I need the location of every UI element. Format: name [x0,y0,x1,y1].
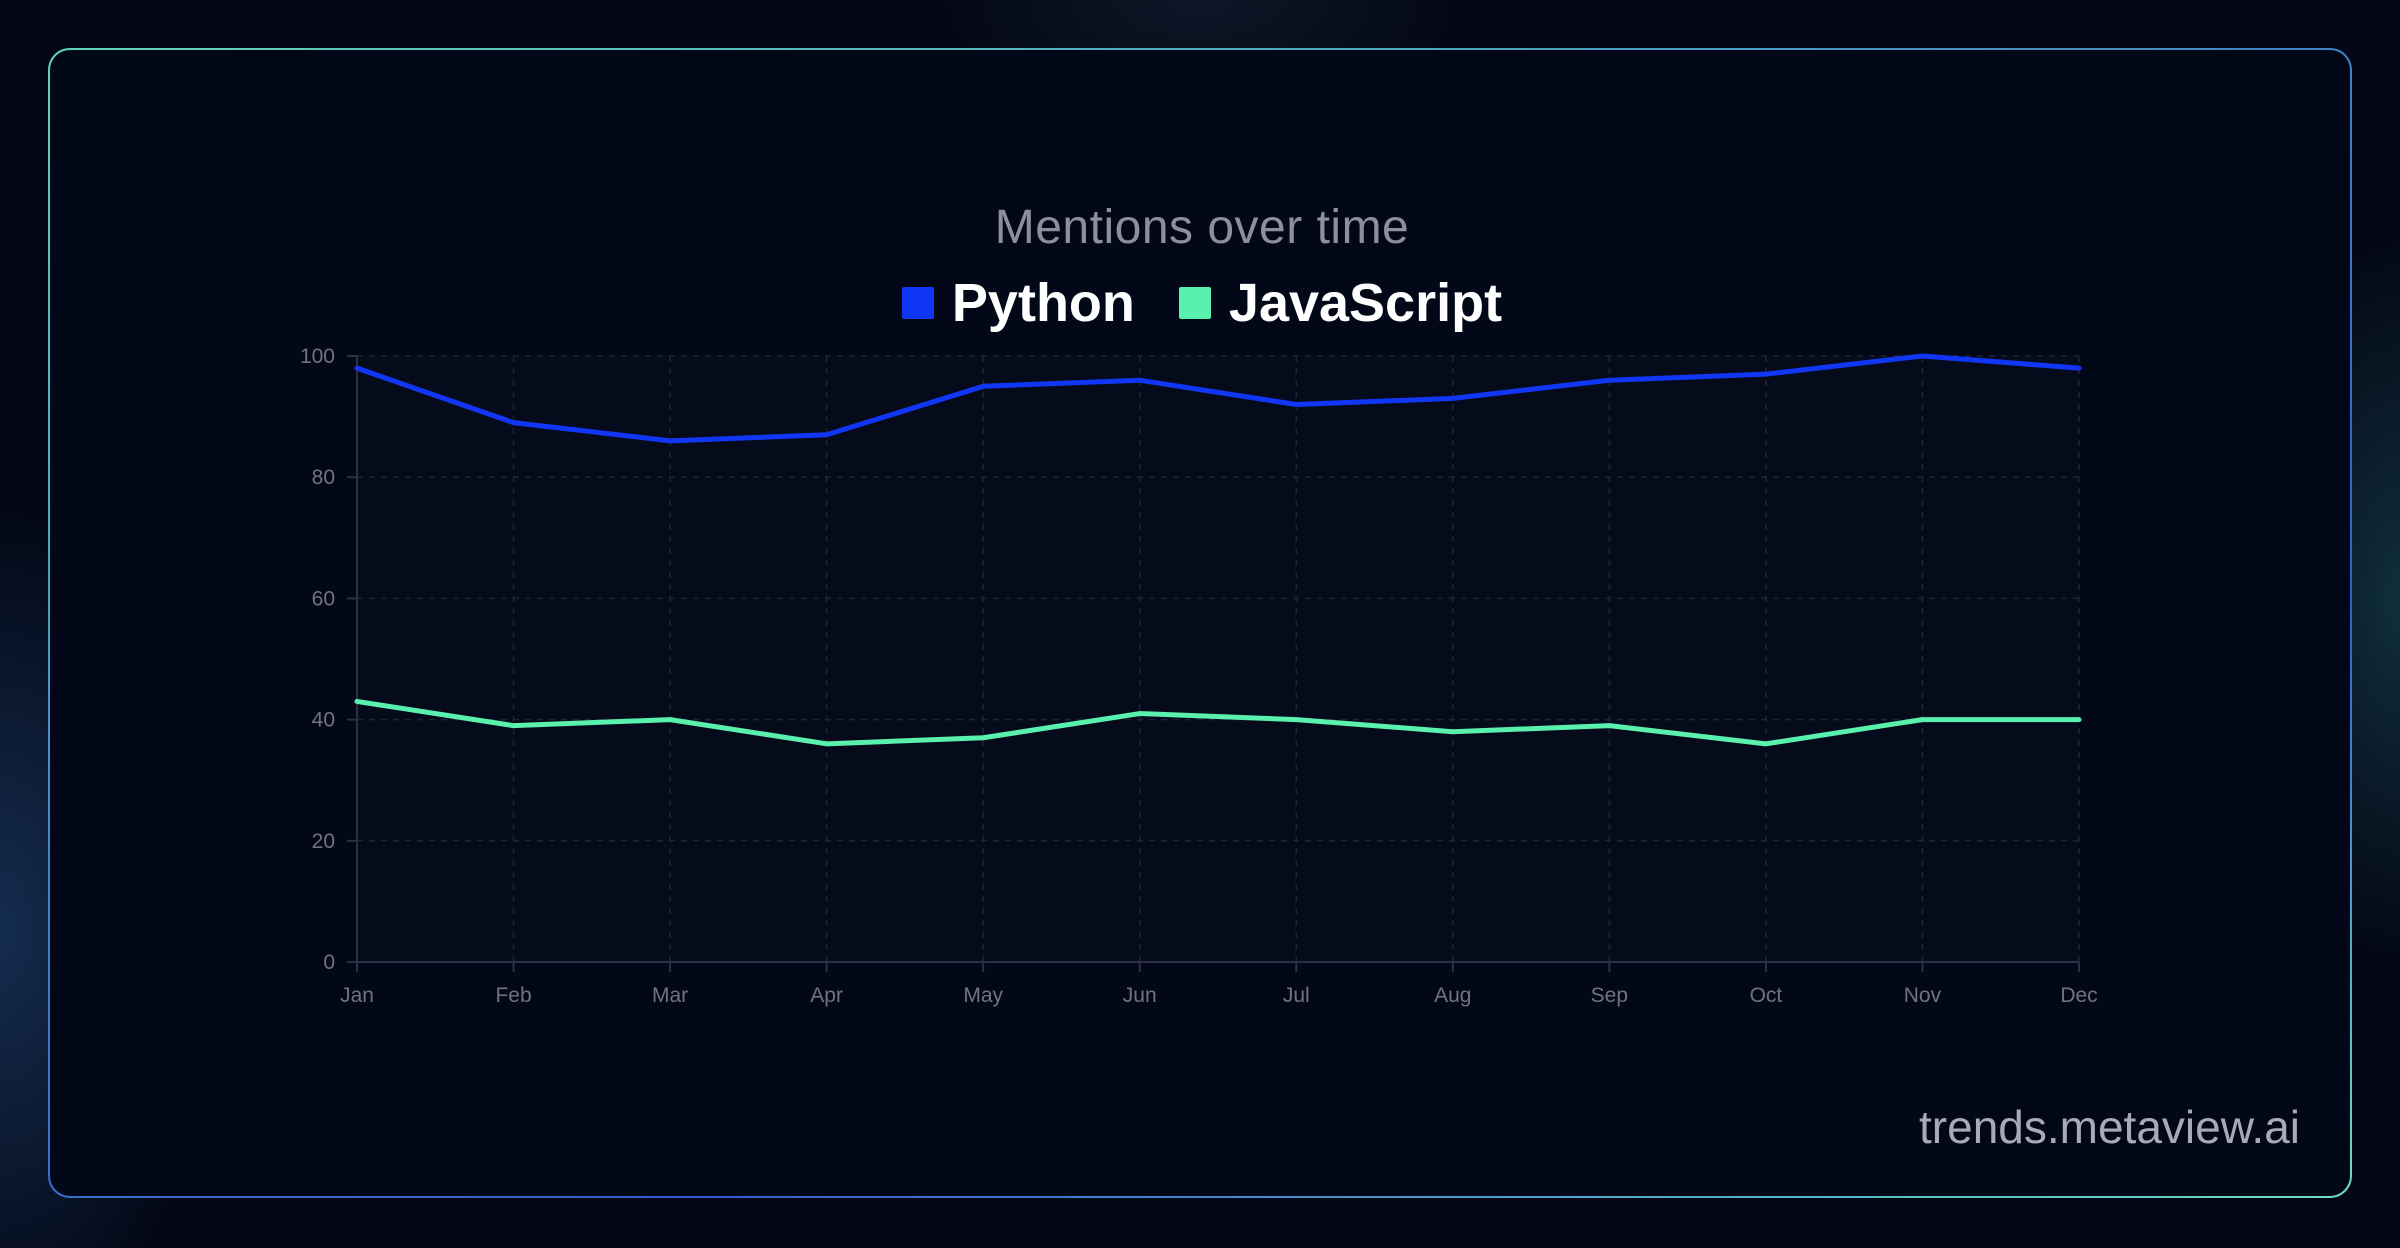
x-tick-label: Jun [1123,984,1157,1007]
x-tick-label: Sep [1591,984,1628,1007]
chart-card-inner: Mentions over time Python JavaScript 0 20… [50,50,2350,1196]
y-tick-label: 20 [312,830,335,853]
y-tick-label: 0 [323,951,335,974]
watermark-text: trends.metaview.ai [1919,1101,2300,1153]
x-tick-label: Dec [2060,984,2097,1007]
legend-swatch-python [901,287,934,319]
x-tick-label: Jul [1283,984,1310,1007]
chart-legend: Python JavaScript [50,272,2354,334]
x-tick-label: Nov [1904,984,1942,1007]
legend-swatch-javascript [1178,287,1211,319]
x-tick-label: Apr [810,984,843,1007]
legend-item-javascript[interactable]: JavaScript [1178,272,1503,334]
y-tick-label: 100 [300,345,335,368]
x-tick-label: Jan [340,984,374,1007]
x-tick-label: Mar [652,984,688,1007]
series-line-python [354,353,2082,444]
series-line-javascript [354,698,2082,747]
y-tick-label: 80 [312,466,335,489]
chart-title: Mentions over time [994,201,1410,254]
x-tick-label: Aug [1434,984,1471,1007]
plot-area [357,356,2079,962]
legend-label-javascript: JavaScript [1228,273,1503,333]
y-tick-label: 40 [312,709,335,732]
x-tick-label: Feb [495,984,531,1007]
legend-item-python[interactable]: Python [901,272,1135,334]
chart-card: Mentions over time Python JavaScript 0 20… [48,48,2352,1198]
legend-label-python: Python [951,273,1135,333]
y-tick-label: 60 [312,587,335,610]
line-chart: 0 20 40 60 80 100 Jan Feb Mar Apr May Jun Jul Aug Sep O… [300,345,2098,1007]
x-tick-label: May [963,984,1003,1007]
x-tick-label: Oct [1750,984,1783,1007]
